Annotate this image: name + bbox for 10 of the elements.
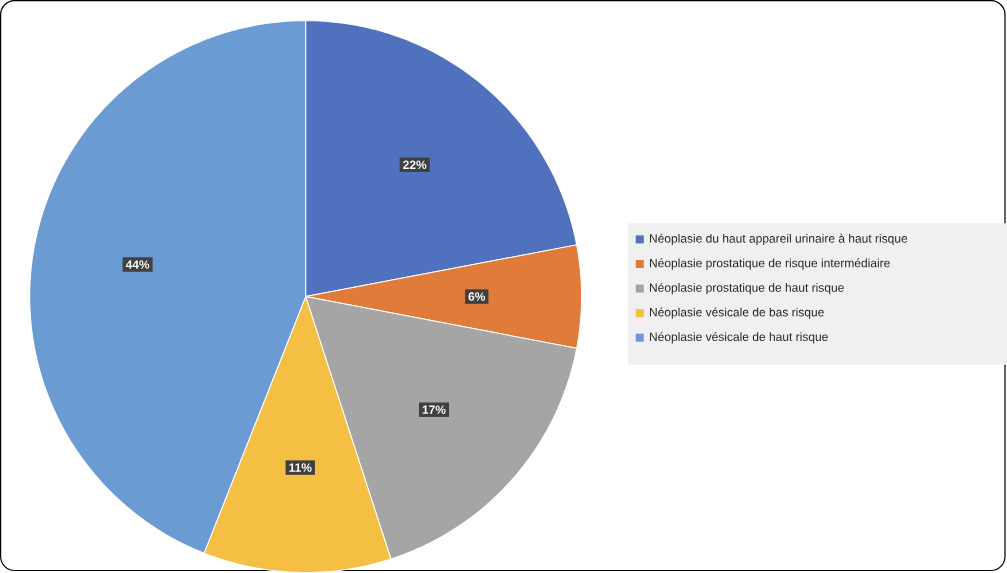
data-label: 22% bbox=[403, 160, 427, 170]
data-label: 11% bbox=[289, 463, 312, 472]
data-label: 17% bbox=[422, 405, 446, 414]
data-label: 44% bbox=[125, 260, 150, 269]
legend-label: Néoplasie vésicale de haut risque bbox=[649, 332, 828, 344]
data-label: 6% bbox=[468, 292, 486, 301]
legend-label: Néoplasie du haut appareil urinaire à haut risque bbox=[649, 233, 908, 246]
legend-label: Néoplasie vésicale de bas risque bbox=[649, 307, 824, 319]
legend-label: Néoplasie prostatique de haut risque bbox=[649, 282, 844, 295]
legend-label: Néoplasie prostatique de risque intermédiaire bbox=[649, 258, 890, 270]
